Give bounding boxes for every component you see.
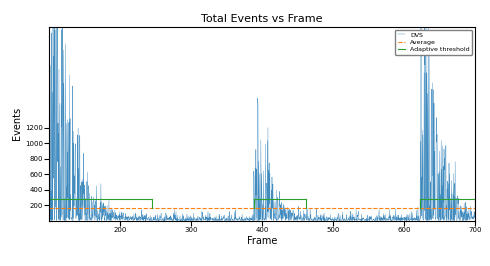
Title: Total Events vs Frame: Total Events vs Frame xyxy=(201,14,323,24)
DVS xyxy=(46,210,52,214)
DVS xyxy=(71,142,76,145)
DVS xyxy=(222,217,228,220)
DVS xyxy=(220,215,226,218)
Legend: DVS, Average, Adaptive threshold: DVS, Average, Adaptive threshold xyxy=(395,30,472,55)
DVS xyxy=(227,219,233,222)
DVS xyxy=(206,216,212,219)
X-axis label: Frame: Frame xyxy=(247,236,277,246)
DVS xyxy=(137,215,143,219)
Line: DVS: DVS xyxy=(49,0,475,221)
DVS xyxy=(338,218,343,222)
DVS xyxy=(472,217,478,220)
Y-axis label: Events: Events xyxy=(12,107,22,140)
